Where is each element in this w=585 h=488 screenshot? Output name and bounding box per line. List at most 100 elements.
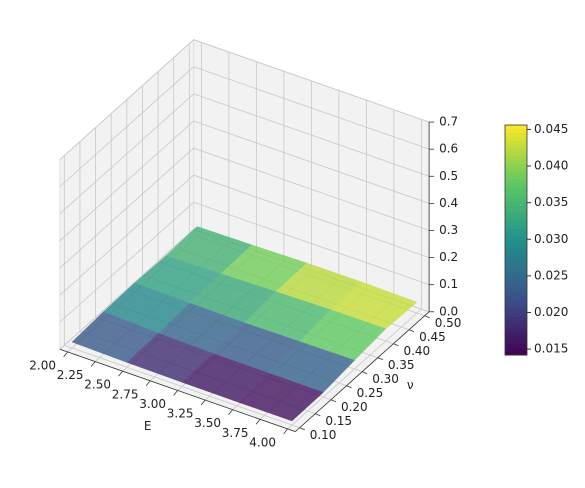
colorbar-segment xyxy=(505,136,527,141)
x-tick-label: 4.00 xyxy=(249,435,276,449)
y-tick-label: 0.25 xyxy=(357,386,384,400)
tick-mark xyxy=(408,329,415,333)
grid-line xyxy=(64,344,300,429)
colorbar-segment xyxy=(505,178,527,183)
colorbar-tick-label: 0.020 xyxy=(534,305,568,319)
grid-line xyxy=(59,147,194,269)
grid-line xyxy=(59,39,194,160)
x-tick-label: 2.00 xyxy=(29,358,56,372)
z-tick-label: 0.0 xyxy=(439,304,458,318)
x-tick-label: 2.75 xyxy=(112,387,139,401)
tick-mark xyxy=(255,419,261,425)
colorbar: 0.015 0.020 0.025 0.030 0.035 0.040 0.045 xyxy=(504,122,568,356)
colorbar-segment xyxy=(505,266,527,272)
y-tick-label: 0.35 xyxy=(388,358,415,372)
y-tick-label: 0.10 xyxy=(310,428,337,442)
tick-mark xyxy=(90,361,96,367)
colorbar-segment xyxy=(505,351,527,356)
colorbar-segment xyxy=(505,278,527,283)
colorbar-segment xyxy=(505,128,527,134)
colorbar-segment xyxy=(505,301,527,306)
tick-mark xyxy=(330,399,337,403)
colorbar-segment xyxy=(505,305,527,310)
colorbar-segment xyxy=(505,140,527,145)
z-tick-label: 0.4 xyxy=(439,196,458,210)
y-tick-label: 0.45 xyxy=(419,330,446,344)
tick-mark xyxy=(145,380,151,387)
colorbar-segment xyxy=(505,167,527,172)
colorbar-segment xyxy=(505,171,527,176)
surface-cell xyxy=(236,372,324,422)
colorbar-segment xyxy=(505,197,527,203)
colorbar-segment xyxy=(505,186,527,191)
tick-mark xyxy=(118,370,123,377)
colorbar-frame xyxy=(504,124,528,356)
colorbar-segment xyxy=(505,332,527,337)
y-tick-label: 0.20 xyxy=(341,400,368,414)
grid-line xyxy=(59,120,194,242)
tick-mark xyxy=(299,427,305,431)
z-tick-label: 0.2 xyxy=(439,250,458,264)
z-tick-label: 0.5 xyxy=(439,169,458,183)
colorbar-segment xyxy=(505,182,527,187)
x-axis-label: E xyxy=(144,419,152,433)
colorbar-segment xyxy=(505,228,527,233)
colorbar-segment xyxy=(505,282,527,287)
x-tick-label: 2.50 xyxy=(84,378,111,392)
grid-line xyxy=(59,229,194,350)
colorbar-tick-label: 0.030 xyxy=(534,232,568,246)
colorbar-segment xyxy=(505,144,527,149)
colorbar-tick-label: 0.035 xyxy=(534,195,568,209)
colorbar-segment xyxy=(505,240,527,245)
z-tick-label: 0.1 xyxy=(439,277,458,291)
colorbar-segment xyxy=(505,309,527,314)
tick-mark xyxy=(283,428,288,435)
grid-line xyxy=(193,93,430,177)
y-tick-label: 0.15 xyxy=(325,414,352,428)
tick-mark xyxy=(315,413,321,417)
tick-mark xyxy=(63,351,68,358)
z-tick-label: 0.6 xyxy=(439,142,458,156)
colorbar-tick-label: 0.040 xyxy=(534,159,568,173)
grid-line xyxy=(59,93,194,215)
colorbar-segment xyxy=(505,243,527,249)
colorbar-segment xyxy=(505,163,527,168)
tick-mark xyxy=(424,315,430,319)
colorbar-segment xyxy=(505,289,527,295)
colorbar-segment xyxy=(505,339,527,344)
colorbar-tick-label: 0.045 xyxy=(534,122,568,136)
z-tick-label: 0.7 xyxy=(439,115,458,129)
y-tick-label: 0.50 xyxy=(435,316,462,330)
grid-line xyxy=(193,120,430,204)
grid-line xyxy=(59,66,194,187)
colorbar-segment xyxy=(505,255,527,260)
colorbar-tick-label: 0.025 xyxy=(534,268,568,282)
tick-mark xyxy=(346,385,352,389)
colorbar-segment xyxy=(505,335,527,341)
x-tick-label: 3.75 xyxy=(222,426,249,440)
colorbar-segment xyxy=(505,297,527,302)
x-axis xyxy=(59,348,296,432)
colorbar-segment xyxy=(505,347,527,352)
grid-line xyxy=(193,174,430,258)
grid-line xyxy=(193,147,430,231)
x-tick-label: 3.50 xyxy=(194,416,221,430)
colorbar-segment xyxy=(505,320,527,325)
grid-line xyxy=(193,39,430,123)
tick-mark xyxy=(228,409,233,415)
colorbar-segment xyxy=(505,148,527,153)
tick-mark xyxy=(362,371,368,375)
grid-line xyxy=(193,66,430,150)
surface xyxy=(71,226,418,422)
colorbar-segment xyxy=(505,286,527,291)
y-axis-label: ν xyxy=(407,378,414,392)
grid-line xyxy=(193,201,430,286)
tick-mark xyxy=(377,357,383,361)
colorbar-segment xyxy=(505,232,527,237)
colorbar-segment xyxy=(505,155,527,160)
colorbar-segment xyxy=(505,213,527,218)
z-tick-label: 0.3 xyxy=(439,223,458,237)
colorbar-segment xyxy=(505,159,527,164)
y-tick-label: 0.40 xyxy=(403,344,430,358)
